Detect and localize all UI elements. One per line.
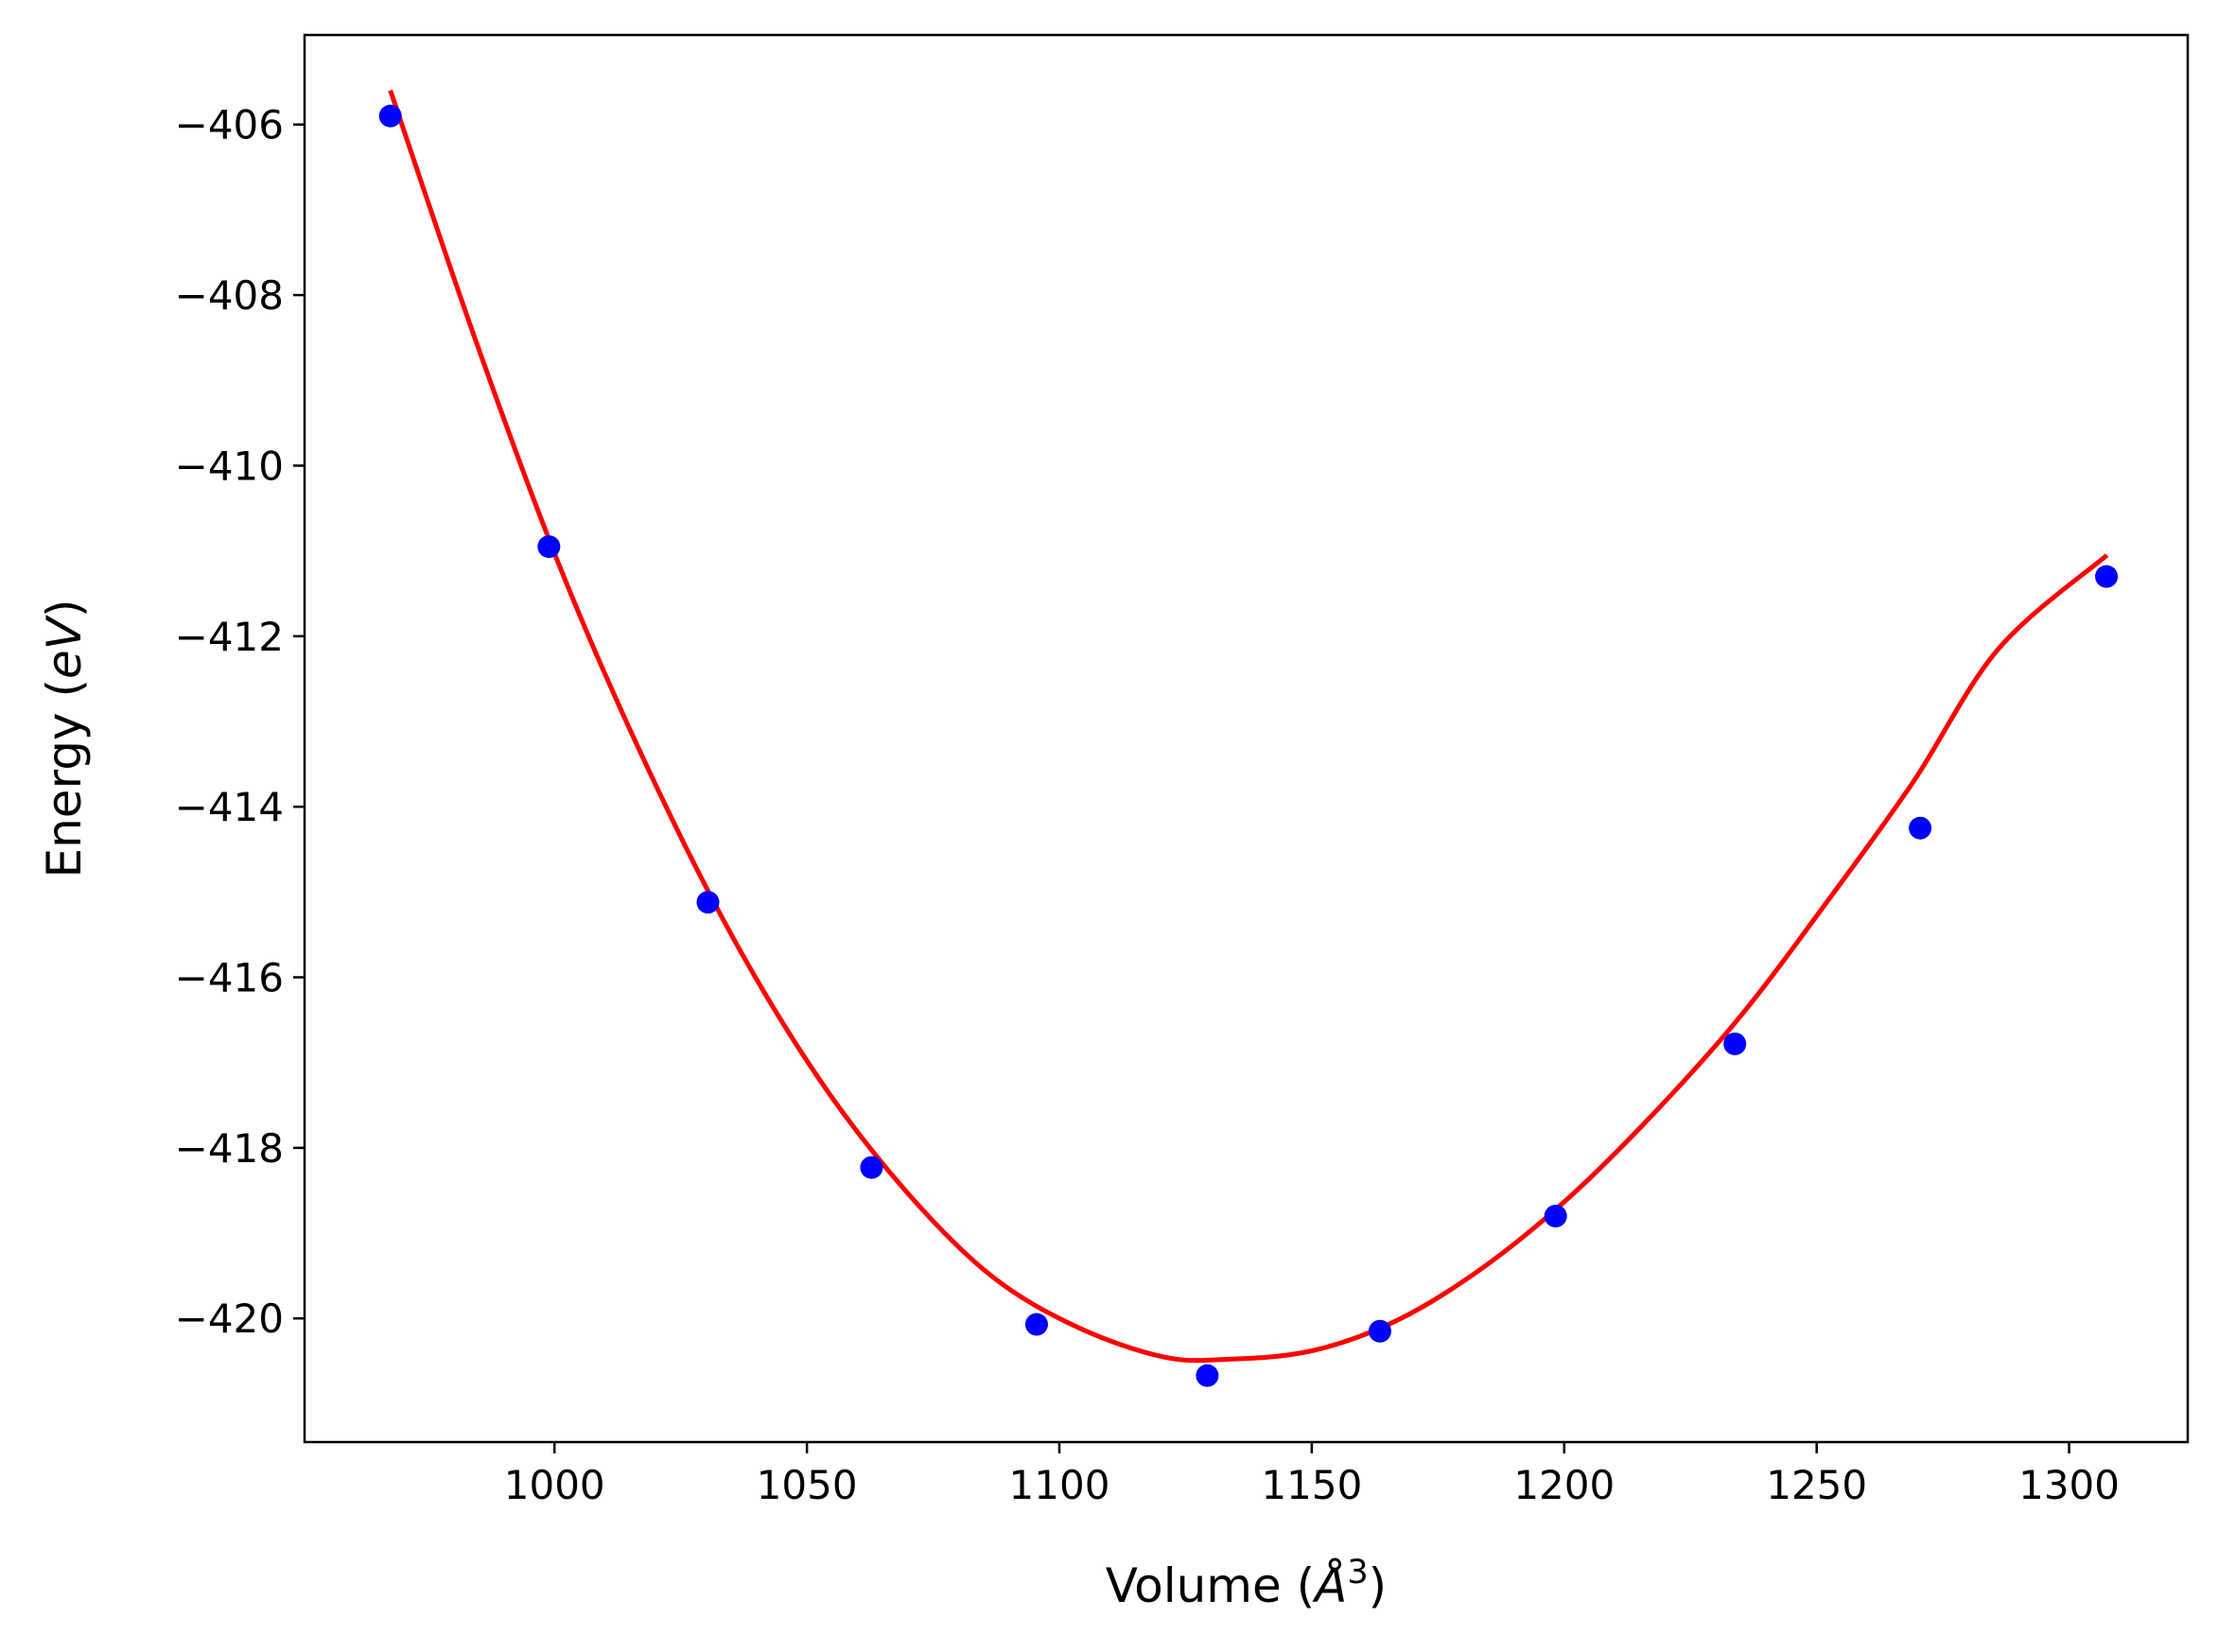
x-tick-label: 1050 [757,1462,858,1508]
y-tick-label: −412 [175,614,284,660]
data-point [1368,1319,1391,1343]
y-axis-label: Energy (eV) [37,600,92,878]
axes-frame [303,33,2190,1444]
y-tick-label: −418 [175,1125,284,1172]
fit-curve [388,89,2109,1364]
plot-area [378,89,2119,1387]
y-tick-label: −414 [175,784,284,830]
x-axis-label: Volume (Å3) [1106,1554,1387,1613]
data-point [1723,1032,1747,1055]
data-point [378,104,402,128]
y-tick-label: −420 [175,1296,284,1342]
x-tick-label: 1300 [2018,1462,2120,1508]
axis-ticks: 1000 1050 1100 1150 1200 1250 1300 −406 −408 −410… [175,102,2120,1508]
y-tick-label: −406 [175,102,284,148]
data-point [1544,1205,1567,1228]
x-tick-label: 1100 [1009,1462,1110,1508]
y-tick-label: −408 [175,272,284,319]
x-tick-label: 1250 [1766,1462,1867,1508]
y-tick-label: −416 [175,955,284,1001]
data-point [1196,1364,1219,1387]
data-point [537,535,561,559]
x-tick-label: 1200 [1513,1462,1615,1508]
data-point [2095,565,2119,588]
data-point [860,1156,883,1179]
data-point [696,891,720,914]
x-tick-label: 1000 [504,1462,605,1508]
data-point [1024,1313,1048,1336]
y-tick-label: −410 [175,443,284,489]
data-point [1909,816,1932,840]
x-tick-label: 1150 [1261,1462,1362,1508]
